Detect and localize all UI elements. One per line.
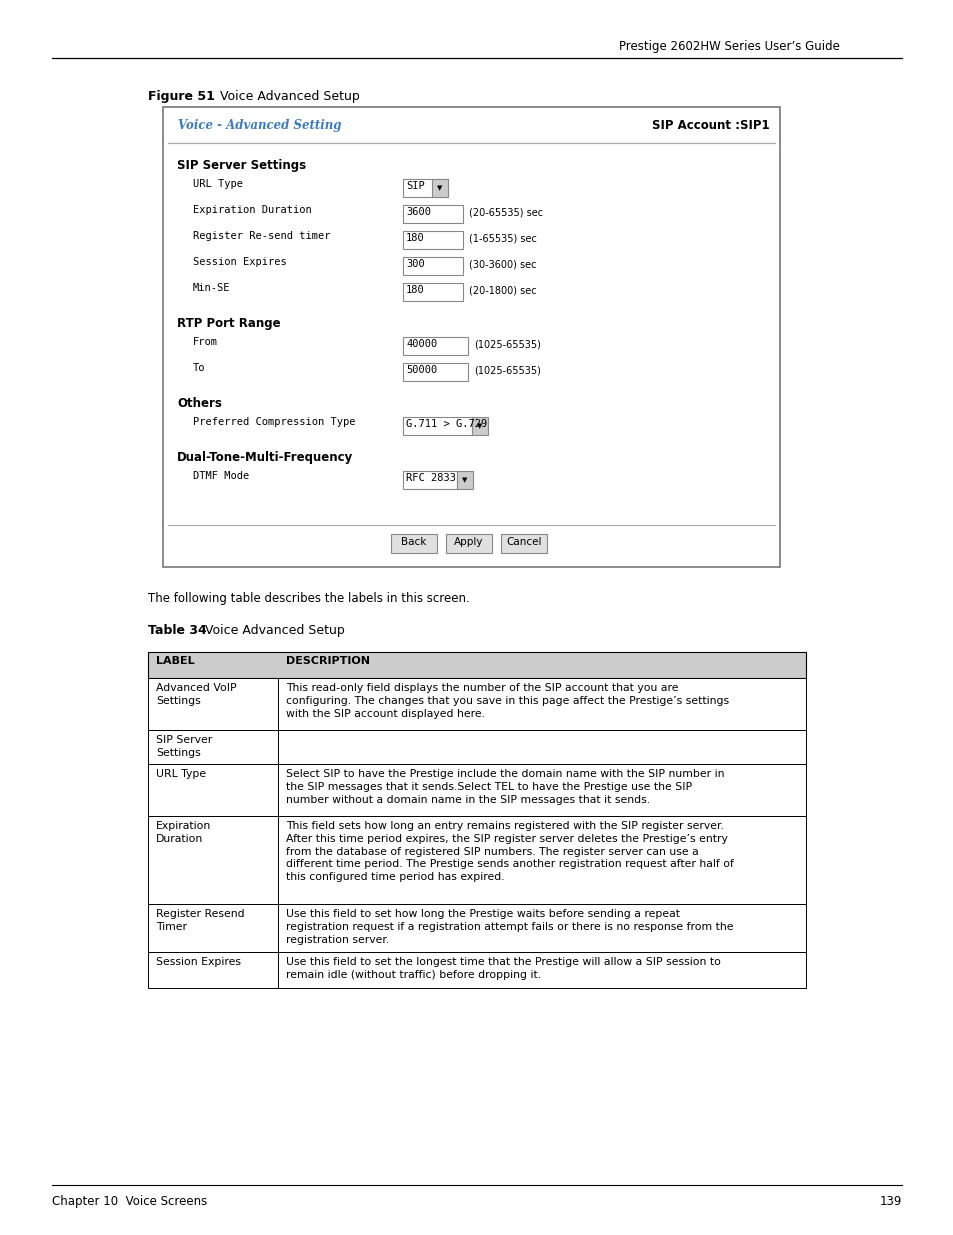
Bar (148, 952, 805, 988)
Text: This field sets how long an entry remains registered with the SIP register serve: This field sets how long an entry remain… (286, 821, 733, 882)
Bar (148, 678, 805, 730)
Text: Register Resend
Timer: Register Resend Timer (156, 909, 244, 932)
Bar (402, 471, 456, 489)
Text: (1025-65535): (1025-65535) (474, 366, 540, 375)
Bar (456, 471, 473, 489)
Bar (446, 534, 492, 553)
Text: Session Expires: Session Expires (156, 957, 241, 967)
Text: Voice - Advanced Setting: Voice - Advanced Setting (178, 119, 341, 132)
Text: 40000: 40000 (406, 338, 436, 350)
Text: G.711 > G.729: G.711 > G.729 (406, 419, 487, 429)
Text: From: From (193, 337, 218, 347)
Text: Dual-Tone-Multi-Frequency: Dual-Tone-Multi-Frequency (177, 451, 353, 464)
Bar (402, 231, 462, 249)
Text: (1-65535) sec: (1-65535) sec (469, 233, 537, 243)
Bar (148, 652, 805, 678)
Text: (20-1800) sec: (20-1800) sec (469, 285, 536, 295)
Text: Others: Others (177, 396, 222, 410)
Text: RFC 2833: RFC 2833 (406, 473, 456, 483)
Bar (432, 179, 448, 198)
Text: Figure 51: Figure 51 (148, 90, 214, 103)
Text: To: To (193, 363, 205, 373)
Bar (500, 534, 546, 553)
Bar (148, 816, 805, 904)
Text: Min-SE: Min-SE (193, 283, 231, 293)
Text: Back: Back (401, 537, 426, 547)
Text: SIP Server Settings: SIP Server Settings (177, 159, 306, 172)
Bar (148, 904, 805, 952)
Text: Advanced VoIP
Settings: Advanced VoIP Settings (156, 683, 236, 706)
Text: 3600: 3600 (406, 207, 431, 217)
Bar (402, 257, 462, 275)
Text: ▼: ▼ (436, 185, 442, 191)
Text: Expiration
Duration: Expiration Duration (156, 821, 211, 845)
Text: DESCRIPTION: DESCRIPTION (286, 656, 370, 666)
Text: This read-only field displays the number of the SIP account that you are
configu: This read-only field displays the number… (286, 683, 728, 719)
Text: SIP: SIP (406, 182, 424, 191)
Text: 300: 300 (406, 259, 424, 269)
Bar (402, 337, 468, 354)
Bar (148, 764, 805, 816)
Text: 139: 139 (879, 1195, 901, 1208)
Text: LABEL: LABEL (156, 656, 194, 666)
Text: (1025-65535): (1025-65535) (474, 338, 540, 350)
Text: SIP Account :SIP1: SIP Account :SIP1 (652, 119, 769, 132)
Text: Voice Advanced Setup: Voice Advanced Setup (205, 624, 344, 637)
Text: (20-65535) sec: (20-65535) sec (469, 207, 542, 217)
Text: Select SIP to have the Prestige include the domain name with the SIP number in
t: Select SIP to have the Prestige include … (286, 769, 723, 804)
Text: 180: 180 (406, 285, 424, 295)
Text: SIP Server
Settings: SIP Server Settings (156, 735, 212, 758)
Text: Register Re-send timer: Register Re-send timer (193, 231, 330, 241)
Text: Cancel: Cancel (506, 537, 541, 547)
Bar (402, 179, 448, 198)
Text: Chapter 10  Voice Screens: Chapter 10 Voice Screens (52, 1195, 207, 1208)
Text: Session Expires: Session Expires (193, 257, 287, 267)
Bar (472, 417, 488, 435)
Text: Use this field to set the longest time that the Prestige will allow a SIP sessio: Use this field to set the longest time t… (286, 957, 720, 979)
Bar (402, 417, 472, 435)
Text: URL Type: URL Type (193, 179, 243, 189)
Text: The following table describes the labels in this screen.: The following table describes the labels… (148, 592, 469, 605)
Text: DTMF Mode: DTMF Mode (193, 471, 249, 480)
Text: RTP Port Range: RTP Port Range (177, 317, 280, 330)
Text: 180: 180 (406, 233, 424, 243)
Bar (402, 283, 462, 301)
Text: Table 34: Table 34 (148, 624, 207, 637)
Text: ▼: ▼ (462, 477, 467, 483)
Text: Apply: Apply (454, 537, 483, 547)
Text: Voice Advanced Setup: Voice Advanced Setup (220, 90, 359, 103)
Text: Preferred Compression Type: Preferred Compression Type (193, 417, 355, 427)
Bar (402, 205, 462, 224)
Bar (163, 107, 780, 567)
Bar (402, 363, 468, 382)
Text: (30-3600) sec: (30-3600) sec (469, 259, 536, 269)
Text: Prestige 2602HW Series User’s Guide: Prestige 2602HW Series User’s Guide (618, 40, 840, 53)
Text: ▼: ▼ (476, 424, 482, 429)
Text: URL Type: URL Type (156, 769, 206, 779)
Bar (391, 534, 436, 553)
Text: Expiration Duration: Expiration Duration (193, 205, 312, 215)
Text: 50000: 50000 (406, 366, 436, 375)
Bar (148, 730, 805, 764)
Text: Use this field to set how long the Prestige waits before sending a repeat
regist: Use this field to set how long the Prest… (286, 909, 733, 945)
